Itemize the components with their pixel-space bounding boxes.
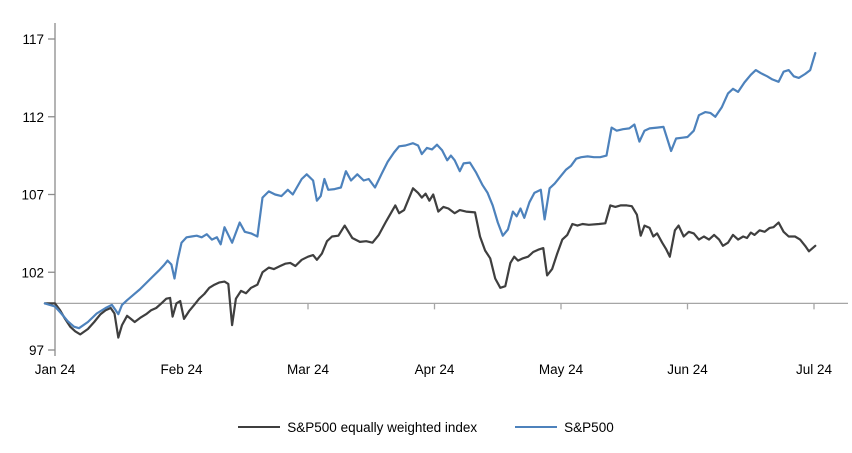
legend-item-equal-weight: S&P500 equally weighted index: [238, 420, 477, 435]
chart-legend: S&P500 equally weighted index S&P500: [0, 413, 852, 441]
x-tick-label: Jan 24: [35, 362, 76, 377]
x-tick-label: Jun 24: [667, 362, 708, 377]
y-tick-label: 102: [21, 265, 44, 280]
legend-label-equal-weight: S&P500 equally weighted index: [287, 419, 478, 435]
legend-line-swatch-dark: [238, 426, 281, 428]
y-tick-label: 112: [22, 110, 44, 125]
x-tick-label: May 24: [539, 362, 584, 377]
x-tick-label: Apr 24: [415, 362, 455, 377]
legend-label-sp500: S&P500: [564, 419, 614, 435]
x-tick-label: Feb 24: [160, 362, 203, 377]
y-tick-label: 97: [29, 343, 44, 358]
legend-line-swatch-blue: [515, 426, 558, 428]
x-tick-label: Jul 24: [796, 362, 833, 377]
legend-item-sp500: S&P500: [515, 420, 614, 435]
series-line-equal-weight: [43, 187, 817, 339]
x-tick-label: Mar 24: [287, 362, 330, 377]
y-tick-label: 117: [22, 32, 44, 47]
y-tick-label: 107: [21, 188, 44, 203]
series-line-sp500: [43, 51, 817, 330]
